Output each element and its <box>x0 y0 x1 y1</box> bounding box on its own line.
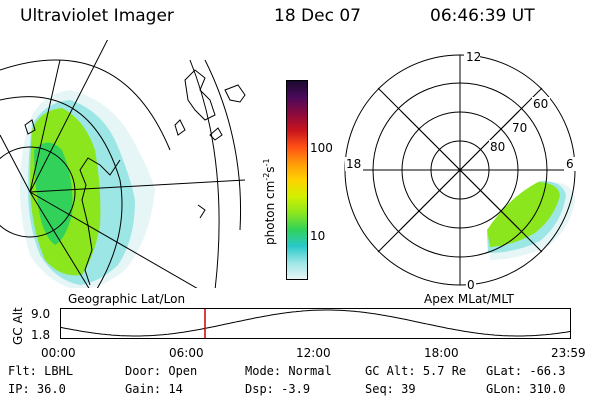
polar-diag-3 <box>377 87 461 171</box>
status-dsp: Dsp: -3.9 <box>245 382 311 396</box>
polar-diag-6 <box>459 169 543 253</box>
colorbar-tick-100: 100 <box>310 141 333 155</box>
longitude-line-1 <box>29 179 246 193</box>
unit-s: s <box>263 166 277 173</box>
orbit-altitude-curve <box>60 309 572 337</box>
unit-exp-2: -1 <box>262 158 271 167</box>
colorbar <box>286 80 308 280</box>
date-label: 18 Dec 07 <box>274 6 361 26</box>
coastline-2 <box>224 84 246 103</box>
coastline-1 <box>184 69 216 121</box>
status-gain: Gain: 14 <box>125 382 183 396</box>
coastline-5 <box>24 119 36 135</box>
mlat-80-label: 80 <box>490 140 505 154</box>
status-ip: IP: 36.0 <box>8 382 66 396</box>
orbit-xtick-0: 00:00 <box>41 346 76 360</box>
colorbar-tick-10: 10 <box>310 229 326 243</box>
aurora-core <box>34 142 73 245</box>
geographic-map <box>0 40 246 288</box>
mlat-60-label: 60 <box>533 97 548 111</box>
status-glon: GLon: 310.0 <box>486 382 566 396</box>
status-seq: Seq: 39 <box>365 382 416 396</box>
orbit-ytick-bottom: 1.8 <box>31 328 51 342</box>
coastline-4 <box>174 119 186 136</box>
unit-text: photon cm <box>263 180 277 245</box>
polar-diag-5 <box>377 169 461 253</box>
status-filter: Flt: LBHL <box>8 364 74 378</box>
status-mode: Mode: Normal <box>245 364 332 378</box>
mlt-18-label: 18 <box>346 157 361 171</box>
orbit-xtick-2: 12:00 <box>296 346 331 360</box>
polar-label: Apex MLat/MLT <box>424 292 514 306</box>
orbit-ytick-top: 9.0 <box>31 307 51 321</box>
orbit-xtick-1: 06:00 <box>169 346 204 360</box>
mlat-70-label: 70 <box>512 121 527 135</box>
longitude-line-5 <box>29 191 198 288</box>
polar-diag-4 <box>459 87 543 171</box>
unit-exp-1: -2 <box>262 172 271 181</box>
time-label: 06:46:39 UT <box>430 6 535 26</box>
longitude-line-4 <box>29 40 109 193</box>
latitude-line-3 <box>189 59 220 288</box>
colorbar-unit-label: photon cm-2s-1 <box>262 158 277 245</box>
polar-plot: 12 18 6 0 60 70 80 <box>344 50 576 292</box>
latitude-line-4 <box>204 59 242 231</box>
mlt-12-label: 12 <box>466 50 481 64</box>
coastline-peninsula <box>79 157 121 286</box>
status-gc-alt: GC Alt: 5.7 Re <box>365 364 467 378</box>
orbit-altitude-plot <box>60 308 572 339</box>
geographic-label: Geographic Lat/Lon <box>68 292 186 306</box>
orbit-xtick-3: 18:00 <box>424 346 459 360</box>
status-door: Door: Open <box>125 364 198 378</box>
oval-green <box>487 182 560 247</box>
longitude-line-6 <box>29 191 90 288</box>
colorbar-gradient <box>287 81 307 279</box>
instrument-title: Ultraviolet Imager <box>20 6 174 26</box>
latitude-circle <box>0 146 76 238</box>
coastline-6 <box>197 204 206 219</box>
orbit-xtick-4: 23:59 <box>551 346 586 360</box>
mlt-6-label: 6 <box>566 157 574 171</box>
orbit-ylabel: GC Alt <box>11 307 25 345</box>
orbit-frame <box>60 308 571 339</box>
longitude-line-3 <box>29 59 61 193</box>
latitude-line-2 <box>0 96 123 288</box>
status-glat: GLat: -66.3 <box>486 364 566 378</box>
longitude-line-2 <box>0 134 31 193</box>
coastline-3 <box>209 127 223 141</box>
latitude-line-1 <box>0 59 171 151</box>
mlt-0-label: 0 <box>467 278 475 292</box>
